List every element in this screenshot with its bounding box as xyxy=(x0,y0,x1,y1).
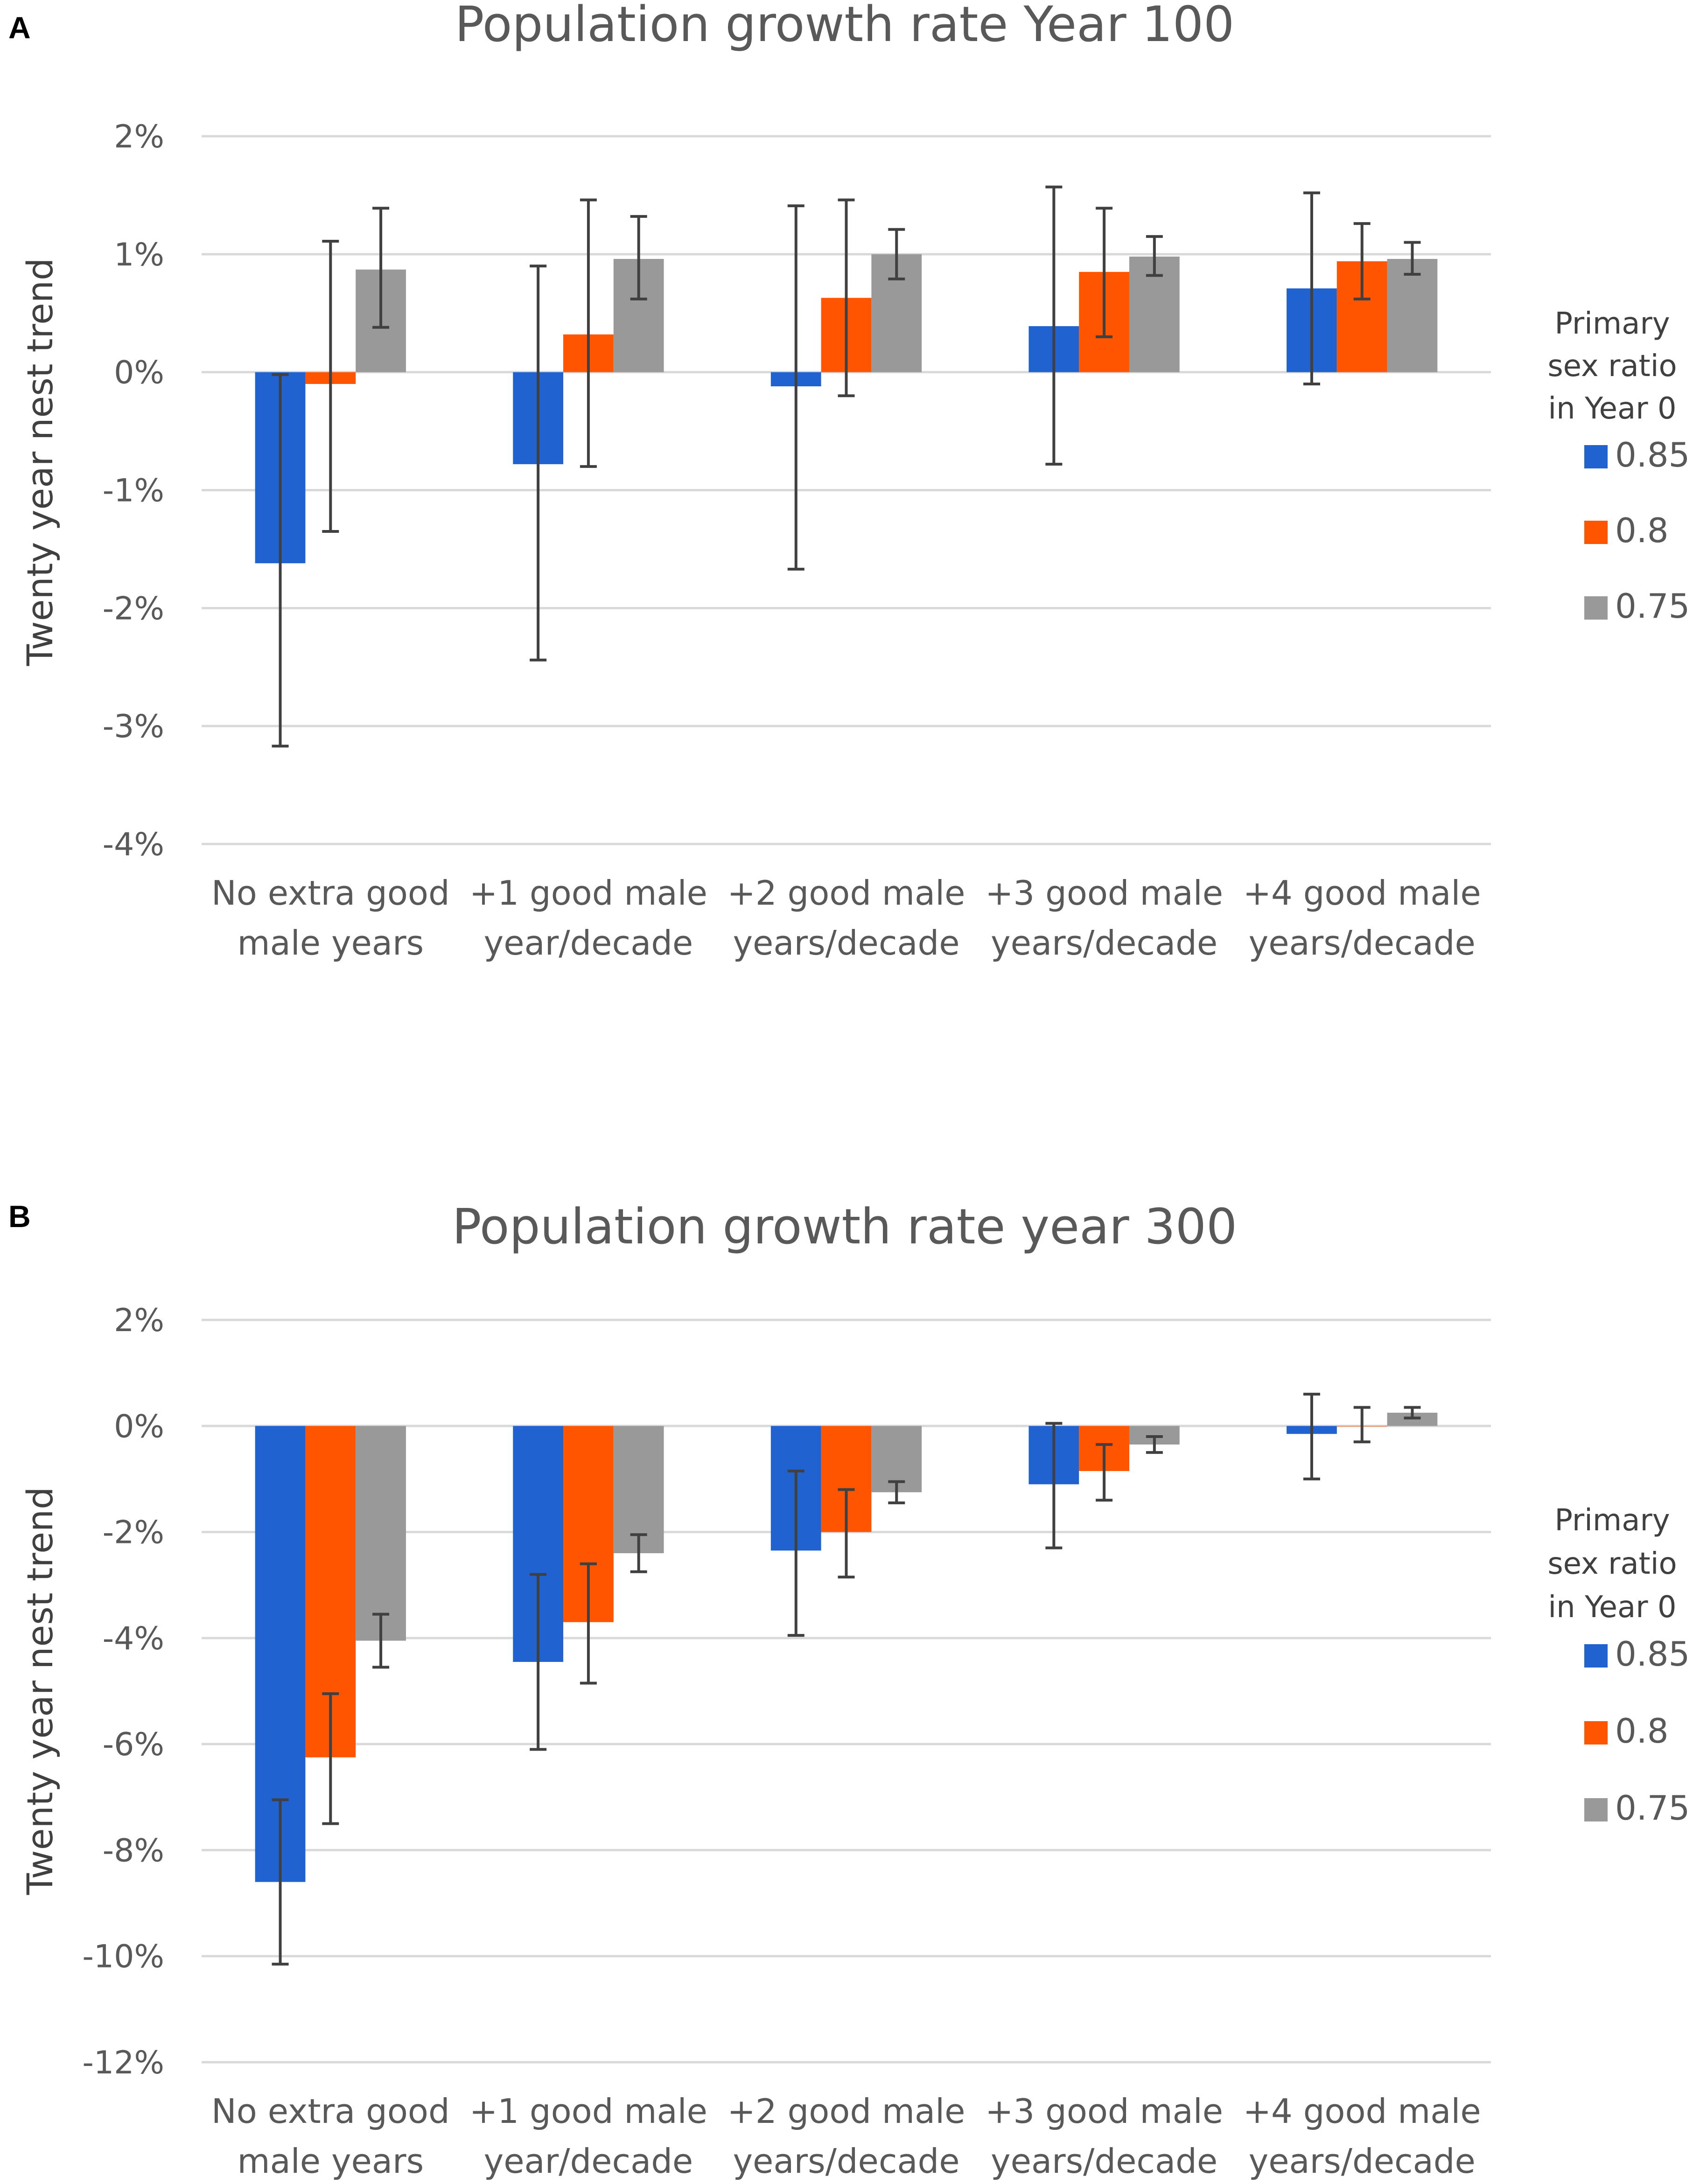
legend-label: 0.8 xyxy=(1615,1711,1669,1751)
legend-swatch xyxy=(1584,445,1608,468)
legend-title: Primary xyxy=(1554,1503,1670,1538)
error-bars xyxy=(272,1393,1421,1966)
legend-title: Primary xyxy=(1554,307,1670,341)
y-tick-label: -4% xyxy=(103,1620,164,1657)
category-label: years/decade xyxy=(733,923,959,963)
chart-panel-a: A Population growth rate Year 100 Twenty… xyxy=(8,0,1690,963)
legend-title: in Year 0 xyxy=(1548,1590,1676,1625)
y-tick-labels: 2% 0% -2% -4% -6% -8% -10% -12% xyxy=(82,1302,164,2081)
bar xyxy=(613,1426,664,1554)
y-tick-label: -6% xyxy=(103,1726,164,1763)
y-tick-label: -10% xyxy=(82,1939,164,1975)
chart-panel-b: B Population growth rate year 300 Twenty… xyxy=(8,1198,1690,2181)
bars xyxy=(255,1412,1438,1882)
category-label: +1 good male xyxy=(469,873,707,913)
legend: Primary sex ratio in Year 0 0.85 0.8 0.75 xyxy=(1547,1503,1690,1828)
category-label: male years xyxy=(238,2142,424,2181)
y-tick-labels: 2% 1% 0% -1% -2% -3% -4% xyxy=(103,119,164,863)
category-label: years/decade xyxy=(1249,2142,1476,2181)
category-label: +2 good male xyxy=(728,2092,965,2131)
y-tick-label: 0% xyxy=(114,1408,164,1445)
error-bars xyxy=(272,185,1421,748)
y-tick-label: 2% xyxy=(114,119,164,155)
legend-swatch xyxy=(1584,521,1608,544)
category-label: +2 good male xyxy=(728,873,965,913)
category-label: +4 good male xyxy=(1243,2092,1481,2131)
legend-label: 0.85 xyxy=(1615,1634,1690,1674)
bar xyxy=(356,1426,406,1641)
category-label: years/decade xyxy=(733,2142,959,2181)
y-tick-label: -2% xyxy=(103,1514,164,1551)
category-label: years/decade xyxy=(991,923,1217,963)
legend-title: sex ratio xyxy=(1547,349,1677,384)
category-label: years/decade xyxy=(991,2142,1217,2181)
y-tick-label: 1% xyxy=(114,237,164,273)
y-tick-label: 0% xyxy=(114,355,164,391)
category-label: No extra good xyxy=(211,873,450,913)
legend-title: sex ratio xyxy=(1547,1547,1677,1581)
category-labels: No extra good male years +1 good male year/… xyxy=(211,873,1481,963)
category-label: +1 good male xyxy=(469,2092,707,2131)
y-axis-label: Twenty year nest trend xyxy=(19,258,61,667)
category-label: years/decade xyxy=(1249,923,1476,963)
bar xyxy=(1387,258,1438,372)
y-tick-label: -8% xyxy=(103,1832,164,1869)
category-label: year/decade xyxy=(484,2142,693,2181)
legend-swatch xyxy=(1584,1721,1608,1744)
chart-title: Population growth rate Year 100 xyxy=(455,0,1234,53)
panel-label: B xyxy=(8,1199,31,1234)
category-label: +3 good male xyxy=(985,873,1223,913)
legend-label: 0.85 xyxy=(1615,435,1690,474)
legend: Primary sex ratio in Year 0 0.85 0.8 0.75 xyxy=(1547,307,1690,626)
legend-label: 0.8 xyxy=(1615,511,1669,550)
category-label: +4 good male xyxy=(1243,873,1481,913)
legend-swatch xyxy=(1584,1798,1608,1821)
y-tick-label: -2% xyxy=(103,590,164,627)
legend-swatch xyxy=(1584,1644,1608,1668)
y-tick-label: -1% xyxy=(103,473,164,509)
legend-title: in Year 0 xyxy=(1548,391,1676,426)
legend-swatch xyxy=(1584,596,1608,620)
category-label: male years xyxy=(238,923,424,963)
y-tick-label: -3% xyxy=(103,708,164,745)
legend-label: 0.75 xyxy=(1615,586,1690,626)
category-label: No extra good xyxy=(211,2092,450,2131)
y-tick-label: 2% xyxy=(114,1302,164,1339)
chart-title: Population growth rate year 300 xyxy=(452,1198,1237,1255)
panel-label: A xyxy=(8,10,31,45)
y-axis-label: Twenty year nest trend xyxy=(19,1487,61,1896)
category-label: year/decade xyxy=(484,923,693,963)
y-tick-label: -12% xyxy=(82,2044,164,2081)
y-tick-label: -4% xyxy=(103,826,164,863)
category-labels: No extra good male years +1 good male year/… xyxy=(211,2092,1481,2181)
legend-label: 0.75 xyxy=(1615,1788,1690,1828)
category-label: +3 good male xyxy=(985,2092,1223,2131)
